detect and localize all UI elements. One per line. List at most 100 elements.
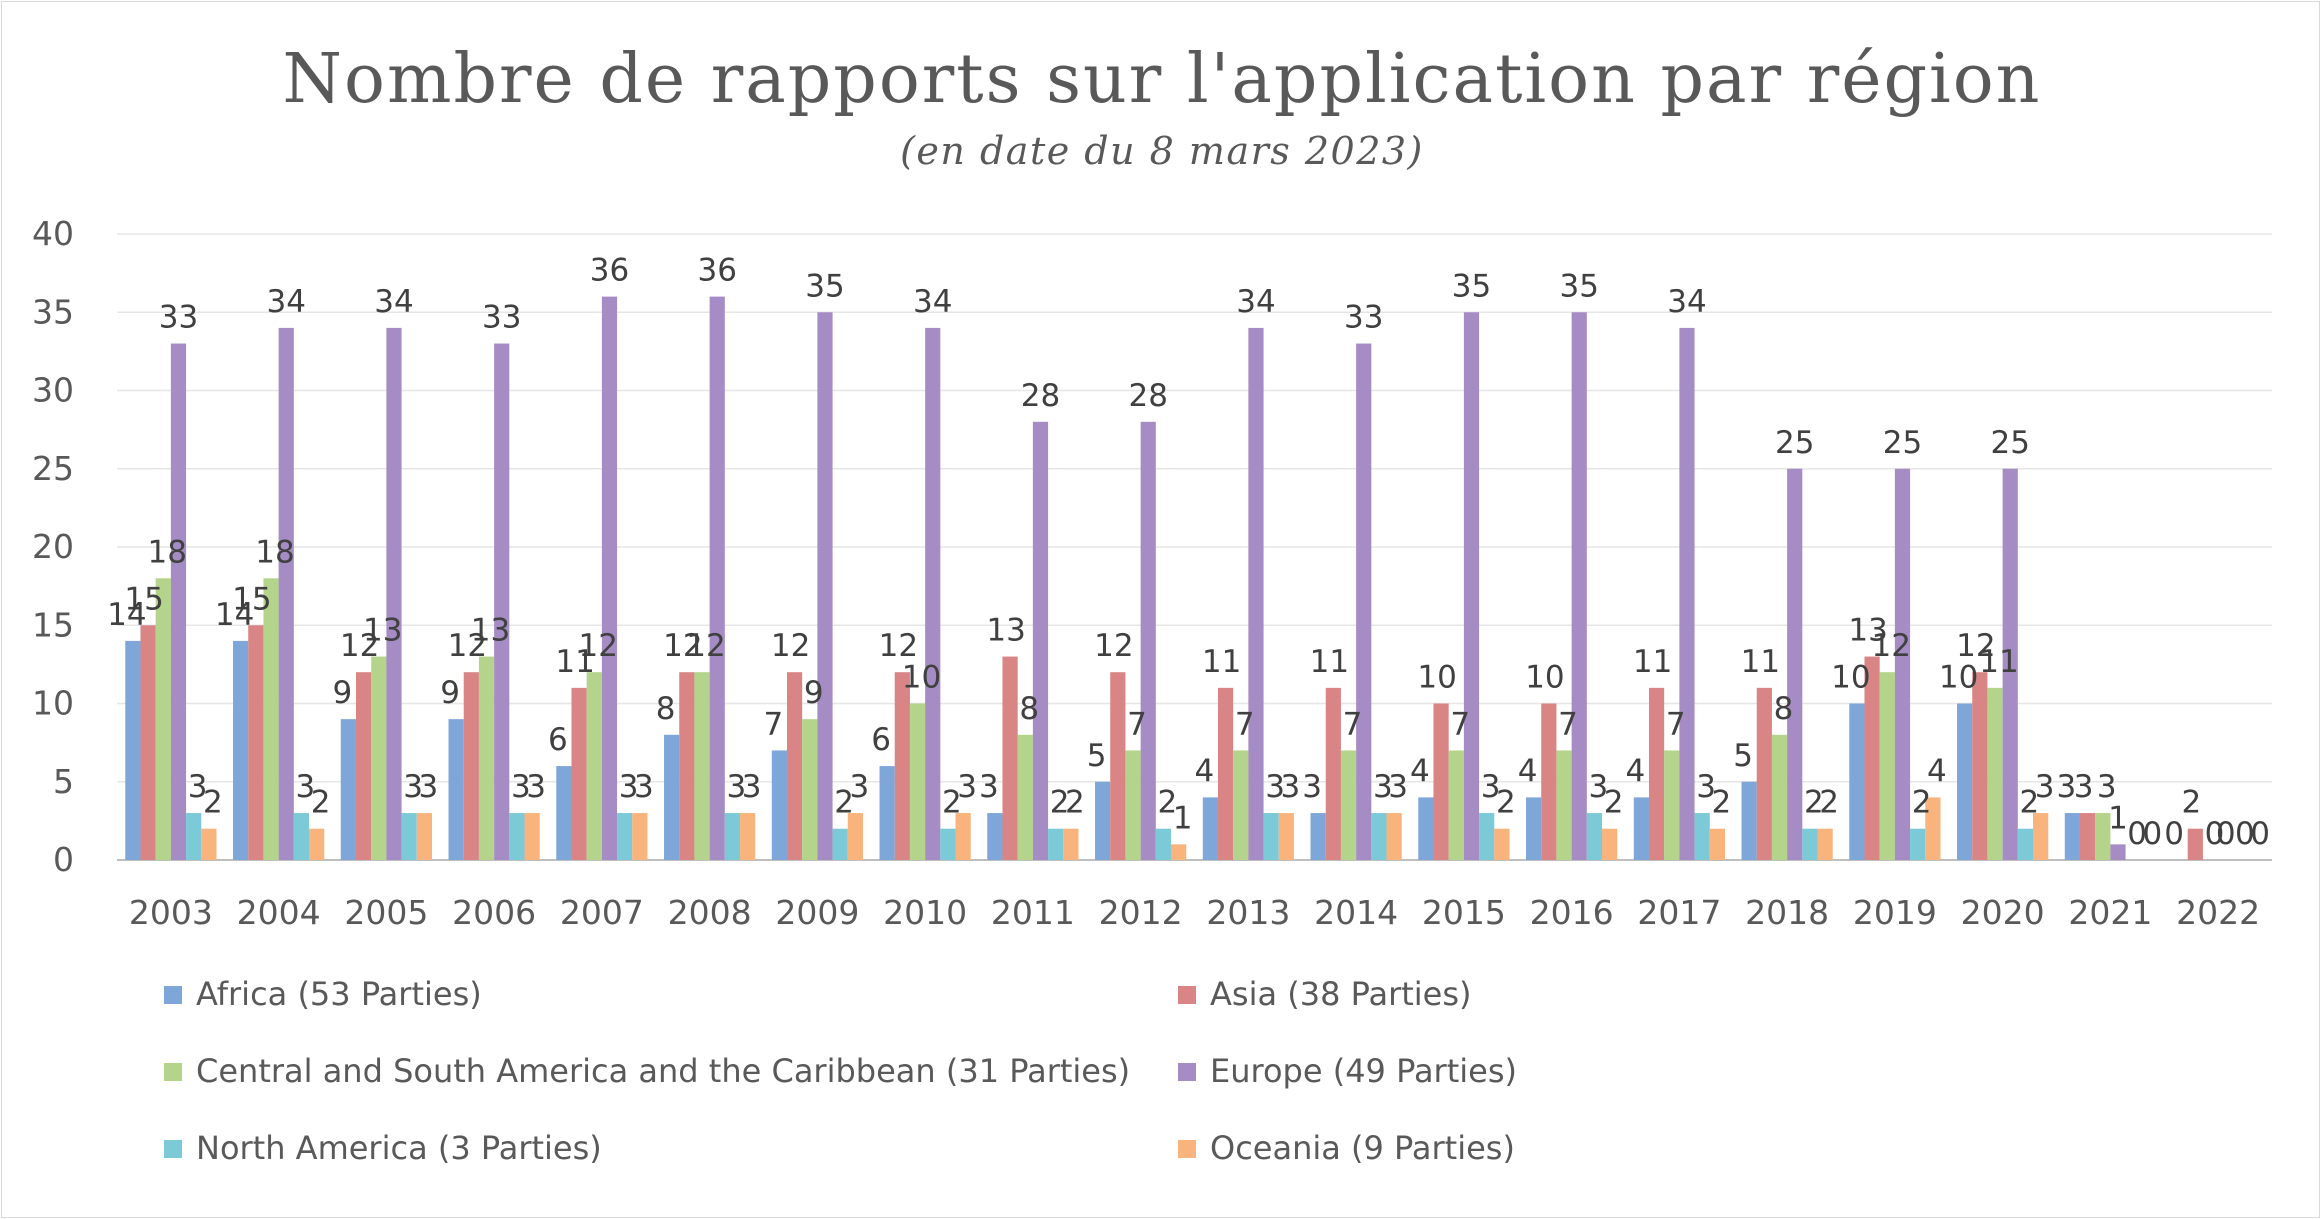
bar bbox=[1648, 687, 1665, 860]
bar bbox=[894, 672, 910, 860]
data-label: 2 bbox=[2020, 785, 2040, 821]
data-label: 3 bbox=[188, 769, 208, 805]
data-label: 3 bbox=[957, 769, 977, 805]
y-tick-label: 0 bbox=[53, 840, 74, 879]
data-label: 3 bbox=[979, 769, 999, 805]
bar bbox=[632, 813, 648, 860]
bar bbox=[2033, 813, 2049, 860]
x-tick-label: 2011 bbox=[991, 893, 1075, 932]
bar bbox=[2095, 813, 2111, 860]
data-label: 18 bbox=[255, 534, 294, 570]
bar bbox=[987, 813, 1003, 860]
data-label: 3 bbox=[1265, 769, 1285, 805]
data-label: 25 bbox=[1990, 425, 2029, 461]
data-label: 34 bbox=[1667, 284, 1706, 320]
bar bbox=[448, 719, 464, 860]
data-label: 33 bbox=[159, 300, 198, 336]
bar bbox=[1217, 687, 1234, 860]
data-label: 0 bbox=[2143, 816, 2163, 852]
data-label: 14 bbox=[107, 597, 146, 633]
data-label: 33 bbox=[482, 300, 521, 336]
data-label: 13 bbox=[363, 613, 402, 649]
data-label: 9 bbox=[804, 675, 824, 711]
bar bbox=[1864, 656, 1880, 860]
data-label: 7 bbox=[1450, 706, 1470, 742]
data-label: 7 bbox=[1343, 706, 1363, 742]
data-label: 33 bbox=[1344, 300, 1383, 336]
bar bbox=[494, 343, 510, 860]
data-label: 10 bbox=[902, 660, 941, 696]
bar bbox=[664, 734, 680, 860]
data-label: 4 bbox=[1410, 753, 1430, 789]
data-label: 12 bbox=[686, 628, 725, 664]
x-tick-label: 2010 bbox=[883, 893, 967, 932]
data-labels-layer: 1415183332141518343291213343391213333361… bbox=[107, 253, 2270, 852]
bar bbox=[1957, 703, 1973, 860]
data-label: 35 bbox=[805, 268, 844, 304]
y-tick-label: 35 bbox=[32, 292, 74, 331]
bar bbox=[1586, 813, 1603, 860]
bar bbox=[2064, 813, 2080, 860]
bar bbox=[786, 672, 803, 860]
data-label: 10 bbox=[1831, 660, 1870, 696]
bar bbox=[909, 703, 926, 860]
legend-label: Oceania (9 Parties) bbox=[1210, 1129, 1515, 1167]
x-tick-label: 2004 bbox=[237, 893, 321, 932]
bar bbox=[1664, 750, 1680, 860]
data-label: 18 bbox=[148, 534, 187, 570]
bar bbox=[1048, 828, 1064, 860]
bar bbox=[1494, 828, 1510, 860]
legend-swatch bbox=[1178, 1063, 1196, 1081]
bar bbox=[263, 578, 279, 860]
bar bbox=[340, 719, 356, 860]
bar bbox=[1849, 703, 1865, 860]
data-label: 2 bbox=[1712, 785, 1732, 821]
legend-swatch bbox=[164, 1063, 182, 1081]
data-label: 12 bbox=[448, 628, 487, 664]
bar bbox=[1002, 656, 1018, 860]
legend-label: North America (3 Parties) bbox=[196, 1129, 602, 1167]
bar bbox=[1233, 750, 1249, 860]
data-label: 3 bbox=[1388, 769, 1408, 805]
data-label: 15 bbox=[124, 581, 163, 617]
legend-swatch bbox=[164, 1140, 182, 1158]
data-label: 2 bbox=[1050, 785, 1070, 821]
x-tick-label: 2016 bbox=[1530, 893, 1614, 932]
legend-label: Central and South America and the Caribb… bbox=[196, 1052, 1130, 1090]
y-tick-label: 40 bbox=[32, 214, 74, 253]
data-label: 11 bbox=[1741, 644, 1780, 680]
data-label: 7 bbox=[1235, 706, 1255, 742]
x-tick-label: 2012 bbox=[1099, 893, 1183, 932]
bar bbox=[170, 343, 187, 860]
bar bbox=[355, 672, 372, 860]
bar bbox=[478, 656, 495, 860]
bar bbox=[1817, 828, 1833, 860]
data-label: 3 bbox=[511, 769, 531, 805]
legend-label: Asia (38 Parties) bbox=[1210, 975, 1472, 1013]
x-tick-label: 2018 bbox=[1745, 893, 1829, 932]
bar bbox=[1556, 750, 1572, 860]
bar bbox=[233, 640, 249, 860]
data-label: 3 bbox=[526, 769, 546, 805]
data-label: 11 bbox=[555, 644, 594, 680]
data-label: 10 bbox=[1417, 660, 1456, 696]
data-label: 0 bbox=[2127, 816, 2147, 852]
data-label: 2 bbox=[1065, 785, 1085, 821]
data-label: 8 bbox=[656, 691, 676, 727]
legend-swatch bbox=[1178, 986, 1196, 1004]
x-tick-label: 2013 bbox=[1206, 893, 1290, 932]
bar bbox=[309, 828, 325, 860]
bar bbox=[1756, 687, 1772, 860]
data-label: 34 bbox=[913, 284, 952, 320]
data-label: 12 bbox=[879, 628, 918, 664]
x-tick-label: 2003 bbox=[129, 893, 213, 932]
bar bbox=[925, 327, 941, 860]
data-label: 0 bbox=[2250, 816, 2270, 852]
data-label: 34 bbox=[266, 284, 305, 320]
bar bbox=[1879, 672, 1895, 860]
bar bbox=[1263, 813, 1279, 860]
bar bbox=[1325, 687, 1341, 860]
data-label: 1 bbox=[1173, 800, 1193, 836]
data-label: 13 bbox=[986, 613, 1025, 649]
bar bbox=[186, 813, 202, 860]
